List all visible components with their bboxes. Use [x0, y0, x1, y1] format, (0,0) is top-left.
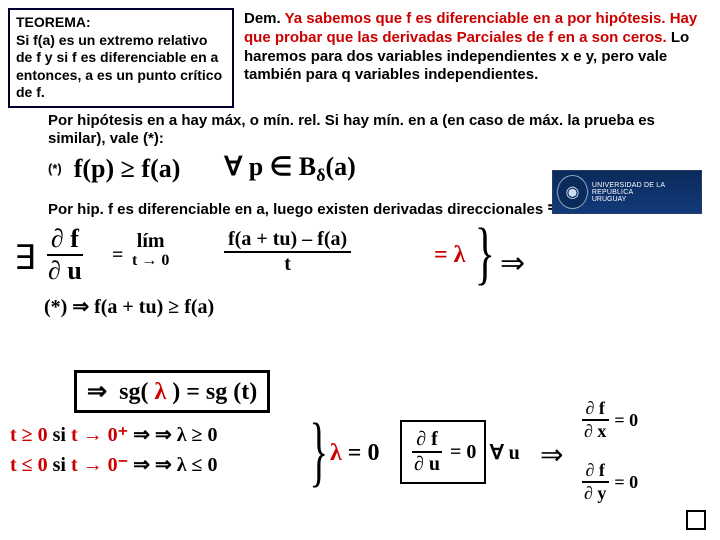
star-label: (*): [48, 161, 62, 176]
para2-text: Por hip. f es diferenciable en a, luego …: [48, 201, 543, 218]
delta-sub: δ: [316, 165, 325, 185]
dfx-rhs: = 0: [614, 410, 638, 431]
cases-block: t ≥ 0 si t → 0⁺ ⇒ ⇒ λ ≥ 0 t ≤ 0 si t → 0…: [10, 420, 218, 480]
implies-arrow-1: ⇒: [500, 246, 525, 281]
exists-symbol: ∃: [14, 238, 35, 278]
c1a: t ≥ 0: [10, 424, 48, 446]
forall-p-text: ∀ p ∈ B: [224, 152, 316, 181]
equals-1: =: [112, 244, 123, 267]
logo-line2: URUGUAY: [592, 196, 697, 203]
c1b: si: [48, 424, 71, 446]
star-implication-line: (*) ⇒ f(a + tu) ≥ f(a): [44, 294, 214, 319]
case-1: t ≥ 0 si t → 0⁺ ⇒ ⇒ λ ≥ 0: [10, 420, 218, 450]
dfx-frac: ∂ f ∂ x: [580, 398, 610, 442]
dem-label: Dem.: [244, 10, 281, 27]
c2-arrow: ⇒: [133, 454, 150, 476]
sg-line: ⇒ sg( λ ) = sg (t): [87, 379, 257, 405]
limit: lím t → 0: [132, 232, 169, 268]
dfu-den: ∂ u: [410, 453, 444, 476]
theorem-box: TEOREMA: Si f(a) es un extremo relativo …: [8, 8, 234, 108]
dfy-frac: ∂ f ∂ y: [580, 460, 610, 504]
dfu-zero-box: ∂ f ∂ u = 0: [400, 420, 486, 484]
brace-icon: }: [475, 224, 495, 284]
c2a: t ≤ 0: [10, 454, 48, 476]
derivative-block: ∃ ∂ f ∂ u = lím t → 0 f(a + tu) – f(a) t…: [14, 224, 712, 334]
df-num: ∂ f: [47, 224, 83, 256]
c2b: si: [48, 454, 71, 476]
limit-fraction: f(a + tu) – f(a) t: [224, 228, 351, 276]
theorem-body: Si f(a) es un extremo relativo de f y si…: [16, 32, 222, 101]
c1d: ⇒ λ ≥ 0: [155, 424, 218, 446]
forall-u: ∀ u: [490, 440, 520, 465]
df-du-fraction: ∂ f ∂ u: [44, 224, 86, 286]
logo-seal-icon: ◉: [557, 175, 588, 209]
lim-num: f(a + tu) – f(a): [224, 228, 351, 253]
c1-arrow: ⇒: [133, 424, 150, 446]
paragraph-1: Por hipótesis en a hay máx, o mín. rel. …: [48, 112, 712, 148]
c1c: t → 0⁺: [71, 424, 128, 446]
dfx-zero: ∂ f ∂ x = 0: [580, 398, 638, 442]
qed-box-icon: [686, 510, 706, 530]
university-logo: ◉ UNIVERSIDAD DE LA REPÚBLICA URUGUAY: [552, 170, 702, 214]
of-a: (a): [326, 152, 356, 181]
logo-text: UNIVERSIDAD DE LA REPÚBLICA URUGUAY: [592, 182, 697, 203]
implies-arrow-2: ⇒: [540, 438, 563, 472]
lim-sub: t → 0: [132, 252, 169, 269]
case-2: t ≤ 0 si t → 0⁻ ⇒ ⇒ λ ≤ 0: [10, 450, 218, 480]
demonstration-text: Dem. Ya sabemos que f es diferenciable e…: [244, 8, 712, 108]
forall-p: ∀ p ∈ Bδ(a): [224, 152, 355, 186]
dfx-num: ∂ f: [582, 398, 609, 421]
lim-text: lím: [137, 230, 165, 252]
c2c: t → 0⁻: [71, 454, 128, 476]
dfx-den: ∂ x: [580, 421, 610, 442]
dfy-den: ∂ y: [580, 483, 610, 504]
sign-box: ⇒ sg( λ ) = sg (t): [74, 370, 270, 413]
dfu-rhs: = 0: [450, 441, 476, 464]
dfy-zero: ∂ f ∂ y = 0: [580, 460, 638, 504]
theorem-title: TEOREMA:: [16, 14, 91, 30]
lambda-zero: λ = 0: [330, 440, 379, 467]
dfu-frac: ∂ f ∂ u: [410, 428, 444, 476]
logo-line1: UNIVERSIDAD DE LA REPÚBLICA: [592, 182, 697, 196]
dfu-num: ∂ f: [412, 428, 442, 453]
dem-red: Ya sabemos que f es diferenciable en a p…: [244, 10, 697, 46]
dfy-num: ∂ f: [582, 460, 609, 483]
equals-lambda: = λ: [434, 242, 465, 269]
c2d: ⇒ λ ≤ 0: [155, 454, 218, 476]
df-den: ∂ u: [44, 256, 86, 286]
brace2-icon: }: [309, 416, 328, 486]
lim-den: t: [280, 253, 295, 276]
ineq: f(p) ≥ f(a): [74, 154, 181, 184]
dfy-rhs: = 0: [614, 472, 638, 493]
sg-arrow: ⇒: [87, 379, 107, 405]
